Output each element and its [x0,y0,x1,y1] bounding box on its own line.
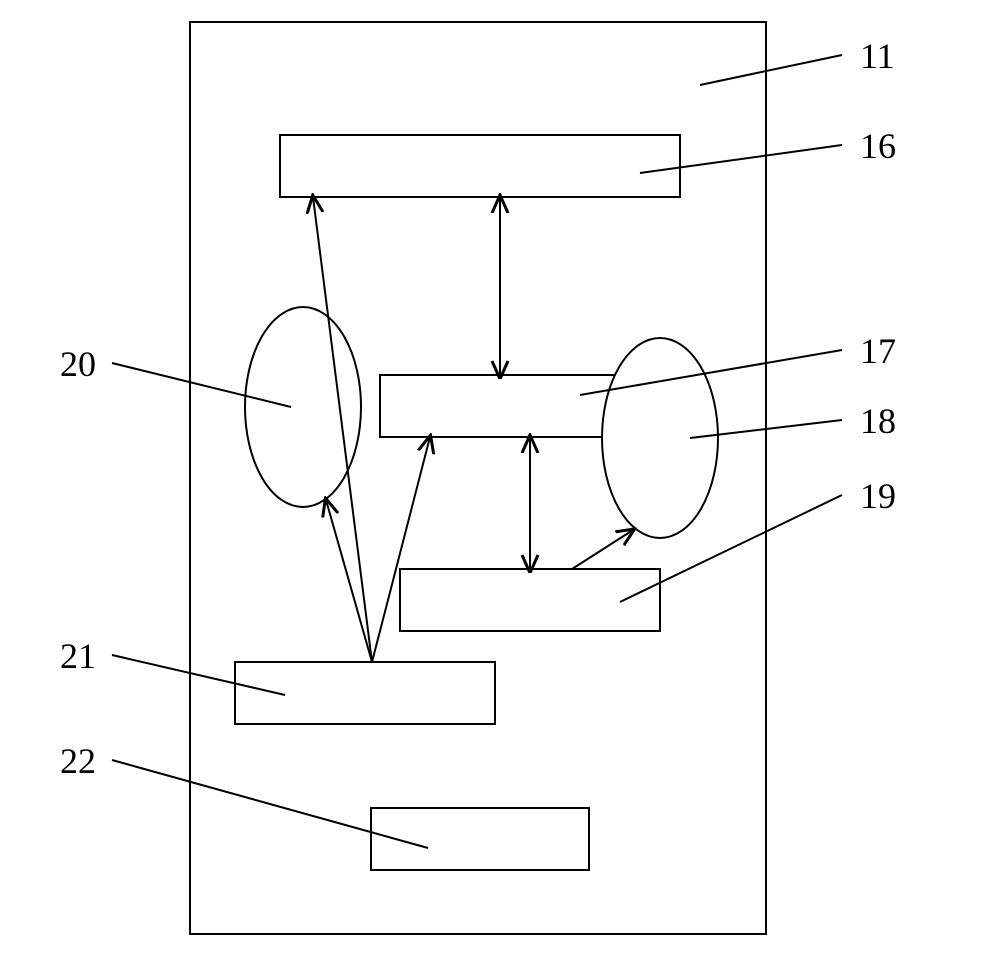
arrow-4 [326,500,372,662]
label-16: 16 [860,125,896,167]
node-ellipse18 [602,338,718,538]
node-rect22 [371,808,589,870]
node-rect17 [380,375,640,437]
label-22: 22 [60,740,96,782]
label-19: 19 [860,475,896,517]
label-20: 20 [60,343,96,385]
node-ellipse20 [245,307,361,507]
label-17: 17 [860,330,896,372]
diagram-root [112,22,842,934]
label-18: 18 [860,400,896,442]
node-rect19 [400,569,660,631]
label-21: 21 [60,635,96,677]
arrow-5 [572,530,633,569]
node-rect16 [280,135,680,197]
diagram-svg [0,0,1000,953]
leader-11 [700,55,842,85]
label-11: 11 [860,35,895,77]
leader-22 [112,760,428,848]
